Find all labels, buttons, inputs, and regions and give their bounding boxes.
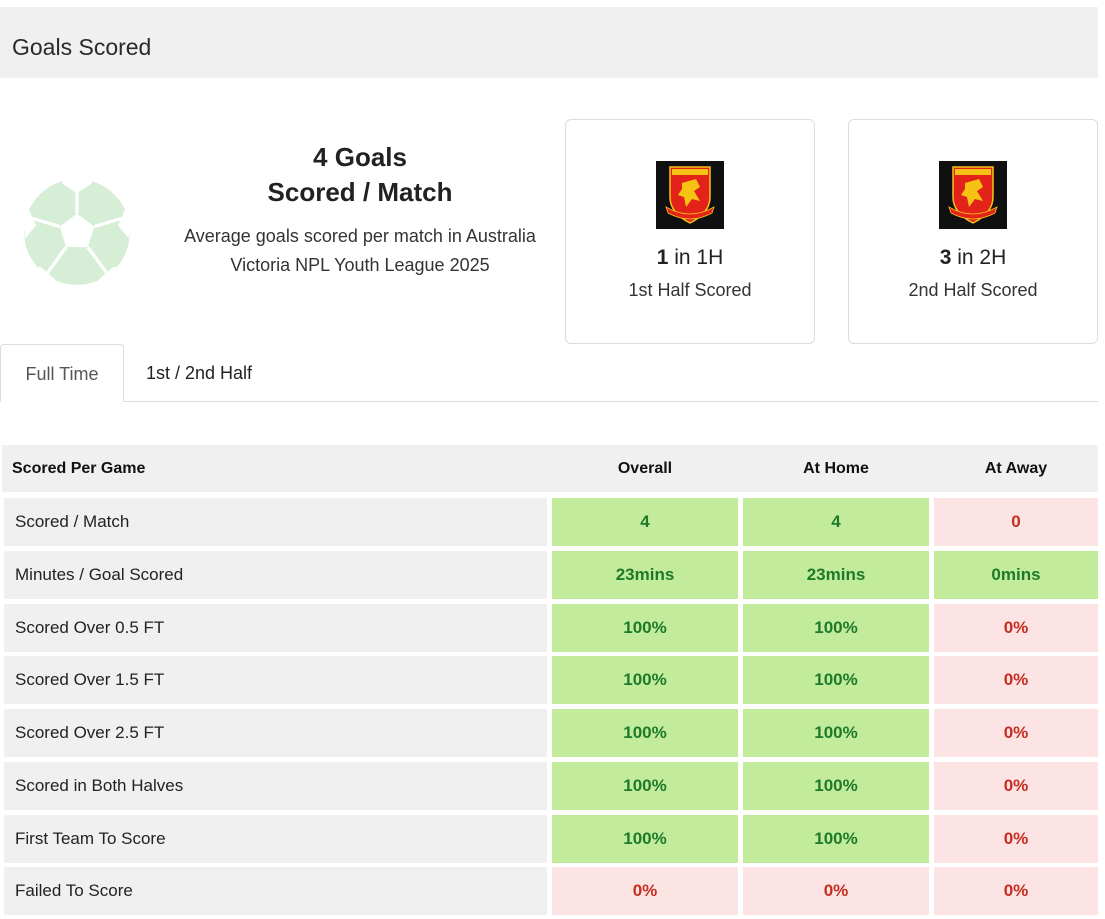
home-value: 100%: [743, 603, 929, 652]
row-label: First Team To Score: [4, 814, 547, 863]
row-label: Scored Over 0.5 FT: [4, 603, 547, 652]
row-label: Scored / Match: [4, 498, 547, 546]
away-value: 0%: [934, 603, 1098, 652]
table-header: Scored Per Game Overall At Home At Away: [2, 445, 1098, 492]
overall-value: 4: [552, 498, 738, 546]
tabs-divider: [0, 401, 1098, 402]
row-label: Scored Over 2.5 FT: [4, 709, 547, 757]
header-at-away: At Away: [984, 460, 1048, 477]
overall-value: 0%: [552, 867, 738, 916]
table-row: Scored / Match 4 4 0: [0, 498, 1098, 546]
summary-headline-1: 4 Goals: [313, 142, 407, 172]
overall-value: 100%: [552, 709, 738, 757]
summary-description: Average goals scored per match in Austra…: [184, 226, 536, 275]
away-value: 0%: [934, 709, 1098, 757]
row-label: Scored in Both Halves: [4, 761, 547, 810]
overall-value: 23mins: [552, 550, 738, 599]
first-half-label: 1st Half Scored: [628, 280, 752, 300]
away-value: 0mins: [934, 550, 1098, 599]
table-row: Scored Over 1.5 FT 100% 100% 0%: [0, 656, 1098, 705]
overall-value: 100%: [552, 656, 738, 705]
home-value: 100%: [743, 761, 929, 810]
away-value: 0%: [934, 814, 1098, 863]
tab-halves[interactable]: 1st / 2nd Half: [146, 363, 253, 383]
goals-summary: 4 Goals Scored / Match Average goals sco…: [175, 140, 545, 280]
home-value: 100%: [743, 814, 929, 863]
away-value: 0%: [934, 867, 1098, 916]
table-row: Scored Over 2.5 FT 100% 100% 0%: [0, 709, 1098, 757]
away-value: 0: [934, 498, 1098, 546]
second-half-label: 2nd Half Scored: [908, 280, 1038, 300]
home-value: 0%: [743, 867, 929, 916]
header-overall: Overall: [617, 460, 673, 477]
team-crest-icon: [939, 161, 1007, 229]
home-value: 100%: [743, 656, 929, 705]
overall-value: 100%: [552, 814, 738, 863]
table-row: First Team To Score 100% 100% 0%: [0, 814, 1098, 863]
first-half-goals: 1 in 1H: [656, 246, 724, 269]
table-row: Minutes / Goal Scored 23mins 23mins 0mins: [0, 550, 1098, 599]
home-value: 23mins: [743, 550, 929, 599]
header-scored-per-game: Scored Per Game: [12, 460, 146, 477]
second-half-card: 3 in 2H 2nd Half Scored: [848, 119, 1098, 344]
second-half-goals: 3 in 2H: [939, 246, 1007, 269]
table-row: Scored in Both Halves 100% 100% 0%: [0, 761, 1098, 810]
overall-value: 100%: [552, 603, 738, 652]
summary-headline-2: Scored / Match: [267, 177, 453, 207]
header-at-home: At Home: [803, 460, 869, 477]
row-label: Minutes / Goal Scored: [4, 550, 547, 599]
overall-value: 100%: [552, 761, 738, 810]
team-crest-icon: [656, 161, 724, 229]
section-header: Goals Scored: [0, 7, 1098, 78]
row-label: Scored Over 1.5 FT: [4, 656, 547, 705]
home-value: 100%: [743, 709, 929, 757]
away-value: 0%: [934, 656, 1098, 705]
tab-full-time[interactable]: Full Time: [0, 344, 124, 402]
table-row: Scored Over 0.5 FT 100% 100% 0%: [0, 603, 1098, 652]
section-title: Goals Scored: [12, 34, 152, 60]
first-half-card: 1 in 1H 1st Half Scored: [565, 119, 815, 344]
table-row: Failed To Score 0% 0% 0%: [0, 867, 1098, 916]
home-value: 4: [743, 498, 929, 546]
soccer-ball-icon: [23, 179, 131, 285]
away-value: 0%: [934, 761, 1098, 810]
row-label: Failed To Score: [4, 867, 547, 916]
